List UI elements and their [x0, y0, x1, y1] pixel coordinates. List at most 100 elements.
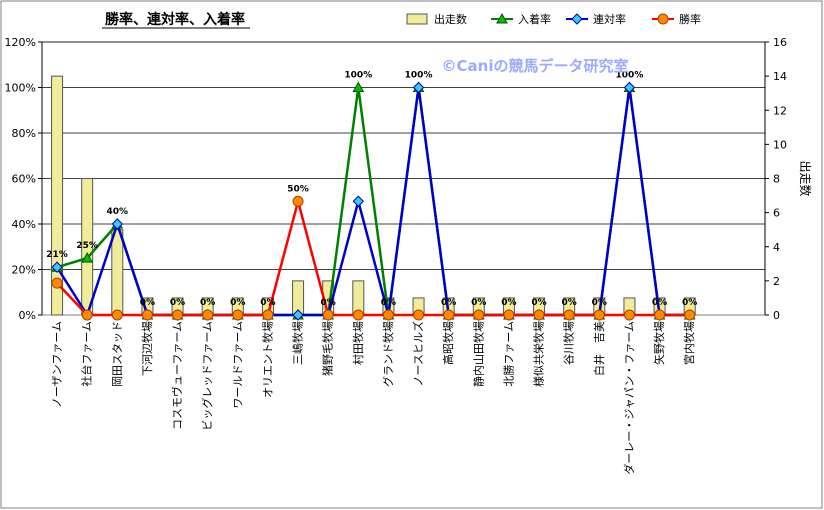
chart-title: 勝率、連対率、入着率 [105, 11, 245, 28]
data-label: 50% [287, 184, 309, 194]
category-label: 矢野牧場 [652, 321, 666, 365]
category-label: オリエント牧場 [260, 321, 274, 398]
y-tick-label: 120% [5, 36, 36, 49]
y2-tick-label: 10 [773, 138, 787, 151]
point-勝率 [413, 309, 425, 321]
legend: 出走数 入着率 連対率 勝率 [406, 12, 701, 26]
category-label: 下河辺牧場 [140, 321, 154, 376]
category-label: ワールドファーム [231, 321, 244, 409]
category-label: 北勝ファーム [501, 321, 515, 387]
data-label: 100% [616, 71, 644, 81]
data-label: 0% [592, 298, 607, 308]
point-連対率 [292, 309, 304, 321]
point-勝率 [172, 309, 184, 321]
y-tick-label: 60% [12, 173, 36, 186]
category-label: 村田牧場 [351, 321, 365, 365]
point-入着率 [81, 252, 94, 263]
point-勝率 [322, 309, 334, 321]
data-label: 0% [471, 298, 486, 308]
category-label: 岡田スタッド [111, 321, 124, 387]
point-連対率 [51, 261, 63, 273]
bar-出走数 [51, 75, 64, 316]
point-勝率 [623, 309, 635, 321]
grid-lines [42, 41, 765, 270]
data-label: 0% [531, 298, 546, 308]
category-label: ビッグレッドファーム [200, 321, 214, 431]
data-label: 0% [230, 298, 245, 308]
point-勝率 [654, 309, 666, 321]
y-tick-label: 0% [19, 309, 36, 322]
point-勝率 [382, 309, 394, 321]
line-勝率 [56, 196, 690, 317]
category-label: 高昭牧場 [441, 321, 455, 365]
category-label: 静内山田牧場 [471, 321, 485, 387]
y2-tick-label: 12 [773, 104, 787, 117]
point-勝率 [232, 309, 244, 321]
point-勝率 [111, 309, 123, 321]
line-series [51, 81, 696, 321]
axes: 0% 20% 40% 60% 80% 100% 120% 0 2 4 6 8 10 12 14 16 ノーザンフ… [5, 36, 787, 475]
point-勝率 [684, 309, 696, 321]
point-連対率 [111, 218, 124, 230]
category-label: 白井 吉美 [592, 321, 606, 376]
data-label: 0% [260, 298, 275, 308]
data-label: 100% [344, 71, 372, 81]
legend-marker-勝率 [657, 13, 669, 25]
data-label: 0% [170, 298, 185, 308]
data-label: 0% [140, 298, 155, 308]
point-連対率 [352, 195, 365, 207]
legend-label-出走数: 出走数 [434, 12, 467, 26]
data-label: 0% [200, 298, 215, 308]
bar-出走数 [111, 229, 124, 316]
legend-label-入着率: 入着率 [518, 12, 551, 26]
point-勝率 [292, 195, 304, 207]
category-label: ダーレー・ジャパン・ファーム [622, 321, 636, 475]
y2-tick-label: 16 [773, 36, 787, 49]
y-tick-label: 100% [5, 82, 36, 95]
y-tick-label: 40% [12, 218, 36, 231]
category-label: 様似共栄牧場 [532, 321, 546, 387]
watermark: ©Caniの競馬データ研究室 [442, 57, 629, 75]
legend-label-勝率: 勝率 [679, 12, 701, 26]
category-label: ノースヒルズ [411, 321, 425, 386]
point-連対率 [623, 81, 636, 94]
legend-label-連対率: 連対率 [593, 12, 626, 26]
data-label: 0% [562, 298, 577, 308]
data-labels: 21% 25% 40% 0% 0% 0% 0% 0% 50% 0% 100% 0% 100% 0% 0% 0%… [46, 71, 697, 309]
point-連対率 [412, 81, 425, 94]
data-label: 0% [441, 298, 456, 308]
point-入着率 [352, 81, 365, 92]
data-label: 0% [501, 298, 516, 308]
point-勝率 [352, 309, 364, 321]
category-label: ノーザンファーム [51, 321, 64, 408]
point-勝率 [141, 309, 153, 321]
point-勝率 [443, 309, 455, 321]
y2-tick-label: 0 [773, 309, 780, 322]
point-勝率 [563, 309, 575, 321]
data-label: 0% [652, 298, 667, 308]
category-label: 谷川牧場 [562, 321, 576, 365]
y2-axis-label: 出走数 [798, 160, 813, 196]
category-label: 社台ファーム [80, 321, 94, 387]
data-label: 21% [46, 250, 68, 260]
data-label: 40% [107, 207, 129, 217]
y2-tick-label: 14 [773, 70, 787, 83]
y2-tick-label: 8 [773, 173, 780, 186]
point-勝率 [202, 309, 214, 321]
legend-marker-入着率 [496, 12, 508, 24]
y2-tick-label: 6 [773, 207, 780, 220]
data-label: 0% [682, 298, 697, 308]
data-label: 0% [321, 298, 336, 308]
category-label: 三嶋牧場 [291, 321, 305, 365]
data-label: 0% [381, 298, 396, 308]
y-tick-label: 80% [12, 127, 36, 140]
data-label: 100% [405, 71, 433, 81]
category-label: グランド牧場 [381, 321, 395, 387]
y2-tick-label: 2 [773, 275, 780, 288]
point-勝率 [473, 309, 485, 321]
y2-tick-label: 4 [773, 241, 780, 254]
legend-swatch-出走数 [406, 13, 428, 25]
point-勝率 [81, 309, 93, 321]
